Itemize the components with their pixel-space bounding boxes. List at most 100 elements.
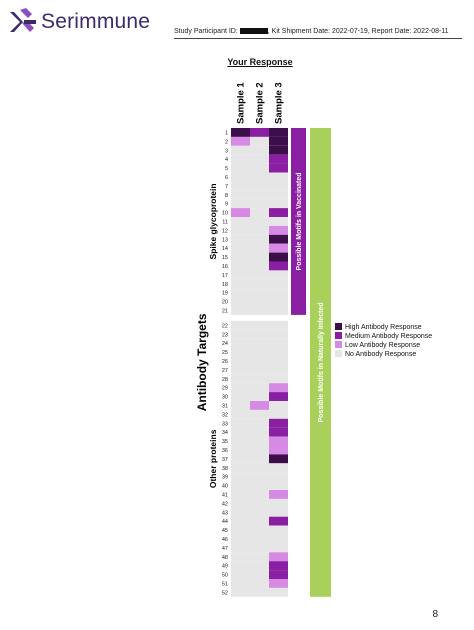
heatmap-cell bbox=[231, 374, 250, 384]
legend-swatch-3 bbox=[335, 341, 342, 348]
heatmap-cell bbox=[231, 587, 250, 597]
heatmap-cell bbox=[250, 252, 269, 262]
heatmap-cell bbox=[269, 570, 288, 579]
heatmap-cell bbox=[269, 199, 288, 209]
heatmap-cell bbox=[269, 306, 288, 315]
heatmap-cell bbox=[250, 243, 269, 253]
heatmap-cell bbox=[250, 383, 269, 393]
row-label: 51 bbox=[222, 581, 228, 587]
heatmap-cell bbox=[250, 136, 269, 146]
heatmap-cell bbox=[231, 128, 250, 137]
annotation-bar-2 bbox=[310, 128, 331, 597]
row-label: 24 bbox=[222, 341, 228, 347]
heatmap-cell bbox=[269, 498, 288, 508]
row-label: 47 bbox=[222, 546, 228, 552]
heatmap-cell bbox=[250, 463, 269, 473]
heatmap-cell bbox=[231, 199, 250, 209]
heatmap-cell bbox=[250, 525, 269, 535]
heatmap-cell bbox=[250, 552, 269, 562]
heatmap-cell bbox=[269, 383, 288, 393]
heatmap-cell bbox=[250, 570, 269, 579]
row-label: 14 bbox=[222, 246, 228, 252]
heatmap-cell bbox=[269, 136, 288, 146]
heatmap-cell bbox=[250, 392, 269, 401]
heatmap-cell bbox=[231, 516, 250, 526]
participant-label: Study Participant ID: bbox=[174, 28, 240, 35]
heatmap-cell bbox=[250, 154, 269, 164]
heatmap-cell bbox=[250, 481, 269, 490]
heatmap-cell bbox=[231, 409, 250, 419]
heatmap-cell bbox=[231, 543, 250, 553]
heatmap-cell bbox=[231, 490, 250, 499]
report-header-info: Study Participant ID: , Kit Shipment Dat… bbox=[174, 28, 449, 35]
heatmap-cell bbox=[250, 181, 269, 191]
heatmap-cell bbox=[250, 498, 269, 508]
row-label: 44 bbox=[222, 519, 228, 525]
heatmap-cell bbox=[231, 472, 250, 482]
heatmap-cell bbox=[269, 329, 288, 339]
heatmap-cell bbox=[269, 270, 288, 280]
page-number: 8 bbox=[432, 609, 438, 620]
row-label: 32 bbox=[222, 412, 228, 418]
row-label: 52 bbox=[222, 590, 228, 596]
row-label: 22 bbox=[222, 323, 228, 329]
serimmune-logo-icon bbox=[10, 8, 36, 32]
heatmap-cell bbox=[231, 365, 250, 375]
heatmap-cell bbox=[250, 409, 269, 419]
legend-swatch-2 bbox=[335, 332, 342, 339]
heatmap-cell bbox=[250, 190, 269, 200]
heatmap-cell bbox=[250, 516, 269, 526]
heatmap-cell bbox=[231, 383, 250, 393]
row-label: 41 bbox=[222, 492, 228, 498]
row-label: 7 bbox=[225, 184, 228, 190]
heatmap-cell bbox=[269, 154, 288, 164]
heatmap-cell bbox=[231, 552, 250, 562]
row-label: 29 bbox=[222, 386, 228, 392]
heatmap-cell bbox=[269, 356, 288, 366]
heatmap-cell bbox=[269, 208, 288, 217]
row-label: 21 bbox=[222, 308, 228, 314]
column-header-2: Sample 2 bbox=[255, 82, 266, 124]
heatmap-cell bbox=[250, 163, 269, 173]
heatmap-cell bbox=[269, 128, 288, 137]
heatmap-cell bbox=[250, 587, 269, 597]
heatmap-cell bbox=[269, 587, 288, 597]
redacted-id bbox=[239, 28, 268, 34]
heatmap-cell bbox=[231, 145, 250, 155]
heatmap-cell bbox=[231, 297, 250, 306]
heatmap-cell bbox=[231, 252, 250, 262]
heatmap-cell bbox=[269, 234, 288, 244]
row-label: 50 bbox=[222, 573, 228, 579]
heatmap-cell bbox=[269, 516, 288, 526]
heatmap-cell bbox=[250, 418, 269, 428]
heatmap-cell bbox=[250, 356, 269, 366]
row-label: 13 bbox=[222, 237, 228, 243]
heatmap-cell bbox=[231, 225, 250, 235]
row-label: 37 bbox=[222, 457, 228, 463]
annotation-label-1: Possible Motifs in Vaccinated bbox=[296, 172, 303, 270]
legend-swatch-4 bbox=[335, 350, 342, 357]
column-header-3: Sample 3 bbox=[274, 82, 285, 124]
heatmap-cell bbox=[269, 401, 288, 410]
heatmap-cell bbox=[269, 427, 288, 437]
heatmap-cell bbox=[231, 338, 250, 348]
heatmap-cell bbox=[231, 181, 250, 191]
heatmap-cell bbox=[231, 347, 250, 357]
row-label: 23 bbox=[222, 332, 228, 338]
row-label: 19 bbox=[222, 291, 228, 297]
heatmap-cell bbox=[250, 561, 269, 571]
heatmap-cell bbox=[231, 534, 250, 544]
heatmap-cell bbox=[231, 261, 250, 271]
row-label: 11 bbox=[222, 219, 228, 225]
heatmap-cell bbox=[250, 454, 269, 464]
heatmap-cell bbox=[269, 579, 288, 588]
heatmap-cell bbox=[250, 347, 269, 357]
legend-label-2: Medium Antibody Response bbox=[345, 333, 432, 340]
brand-logo: Serimmune bbox=[6, 8, 150, 36]
heatmap-cell bbox=[250, 365, 269, 375]
row-label: 18 bbox=[222, 282, 228, 288]
heatmap-cell bbox=[231, 288, 250, 298]
row-label: 4 bbox=[225, 157, 228, 163]
row-label: 49 bbox=[222, 564, 228, 570]
heatmap-cell bbox=[231, 234, 250, 244]
